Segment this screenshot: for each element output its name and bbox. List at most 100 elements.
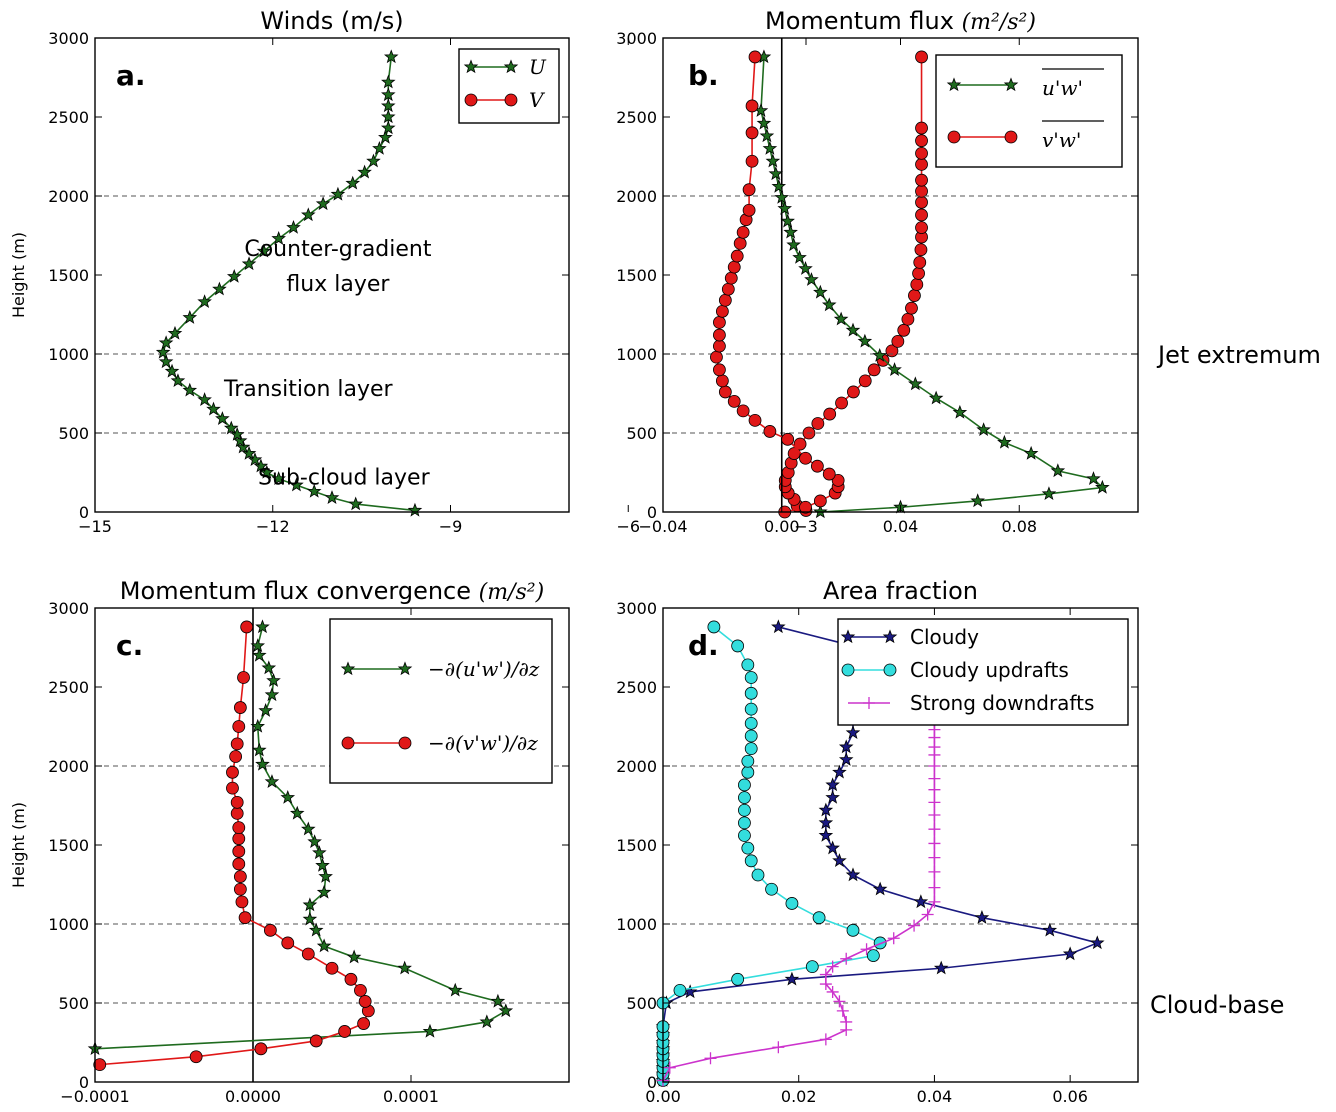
data-point <box>812 911 826 925</box>
data-point <box>813 494 827 508</box>
y-tick-label: 1500 <box>48 266 89 285</box>
y-tick-label: 2000 <box>48 757 89 776</box>
x-tick-label: −0.04 <box>638 517 687 536</box>
x-tick-label: −12 <box>256 517 290 536</box>
legend-marker <box>463 59 479 74</box>
data-point <box>250 718 266 733</box>
data-point <box>751 868 765 882</box>
legend-entry: u'w' <box>946 68 1104 100</box>
data-point <box>744 742 758 756</box>
data-point <box>845 322 861 337</box>
legend-marker <box>504 93 518 107</box>
data-point <box>822 467 836 481</box>
legend-marker <box>883 663 897 677</box>
panel-letter: b. <box>688 59 719 92</box>
data-point <box>736 225 750 239</box>
data-point <box>745 154 759 168</box>
data-point <box>230 795 244 809</box>
data-point <box>271 471 286 486</box>
data-point <box>721 282 735 296</box>
data-point <box>354 983 367 997</box>
data-point <box>825 789 840 804</box>
data-point <box>928 772 941 785</box>
data-point <box>952 404 968 419</box>
x-tick-label: −6 <box>616 517 640 536</box>
y-tick-label: 1500 <box>616 266 657 285</box>
legend: −∂(u'w')/∂z −∂(v'w')/∂z <box>329 618 553 784</box>
data-point <box>738 791 751 804</box>
data-point <box>158 354 174 369</box>
data-point <box>833 311 849 326</box>
legend-marker <box>863 697 875 709</box>
data-point <box>232 857 246 871</box>
data-point <box>872 347 887 362</box>
data-point <box>901 312 915 326</box>
legend-label: −∂(u'w')/∂z <box>428 657 540 681</box>
data-point <box>928 390 944 405</box>
y-tick-label: 3000 <box>616 29 657 48</box>
data-point <box>731 972 745 986</box>
data-point <box>928 808 941 821</box>
legend-marker <box>503 59 519 74</box>
data-point <box>738 829 751 842</box>
y-axis-label: Height (m) <box>9 802 28 888</box>
data-point <box>261 660 277 675</box>
y-tick-label: 1000 <box>48 345 89 364</box>
data-point <box>845 867 861 882</box>
data-point <box>316 884 332 899</box>
panel-d: 0.00 0.02 0.04 0.06 0 500 1000 1500 2000 2500 3000… <box>616 577 1284 1106</box>
data-point <box>289 477 304 492</box>
data-point <box>913 255 927 269</box>
data-point <box>224 420 239 435</box>
series-v <box>778 50 928 517</box>
x-tick-label: 0.0001 <box>383 1087 439 1106</box>
data-point <box>840 1015 853 1028</box>
data-point <box>819 968 832 981</box>
data-point <box>289 805 305 820</box>
legend-entry: v'w' <box>947 120 1104 152</box>
data-point <box>280 789 296 804</box>
data-point <box>905 301 918 315</box>
data-point <box>928 796 941 809</box>
series-line <box>99 626 370 1066</box>
legend: UV <box>458 48 560 124</box>
y-tick-label: 500 <box>58 424 89 443</box>
legend-marker <box>398 736 412 750</box>
y-tick-label: 3000 <box>616 599 657 618</box>
data-point <box>241 445 257 460</box>
legend-entry: Cloudy <box>840 625 979 649</box>
data-point <box>381 98 396 113</box>
data-point <box>250 638 266 653</box>
y-tick-label: 2500 <box>48 108 89 127</box>
data-point <box>768 166 784 181</box>
data-point <box>811 417 825 430</box>
data-point <box>381 87 396 102</box>
data-point <box>825 840 840 855</box>
data-point <box>718 293 732 307</box>
data-point <box>846 923 860 937</box>
data-point <box>818 802 834 817</box>
data-point <box>1023 445 1039 460</box>
data-point <box>763 425 777 438</box>
data-point <box>915 134 928 148</box>
data-point <box>232 844 246 858</box>
data-point <box>301 947 315 961</box>
data-point <box>774 189 790 204</box>
data-point <box>241 256 257 271</box>
data-point <box>673 983 687 997</box>
data-point <box>1041 486 1057 501</box>
data-point <box>832 853 847 867</box>
data-point <box>372 140 387 155</box>
data-point <box>756 115 772 130</box>
legend-label: u'w' <box>1042 76 1083 100</box>
data-point <box>407 502 423 517</box>
x-tick-label: 0.00 <box>645 1087 681 1106</box>
data-point <box>910 278 924 291</box>
legend-entry: Strong downdrafts <box>848 691 1094 715</box>
data-point <box>826 960 839 973</box>
data-point <box>264 687 280 702</box>
y-tick-label: 500 <box>58 994 89 1013</box>
data-point <box>908 919 921 932</box>
data-point <box>259 464 275 479</box>
